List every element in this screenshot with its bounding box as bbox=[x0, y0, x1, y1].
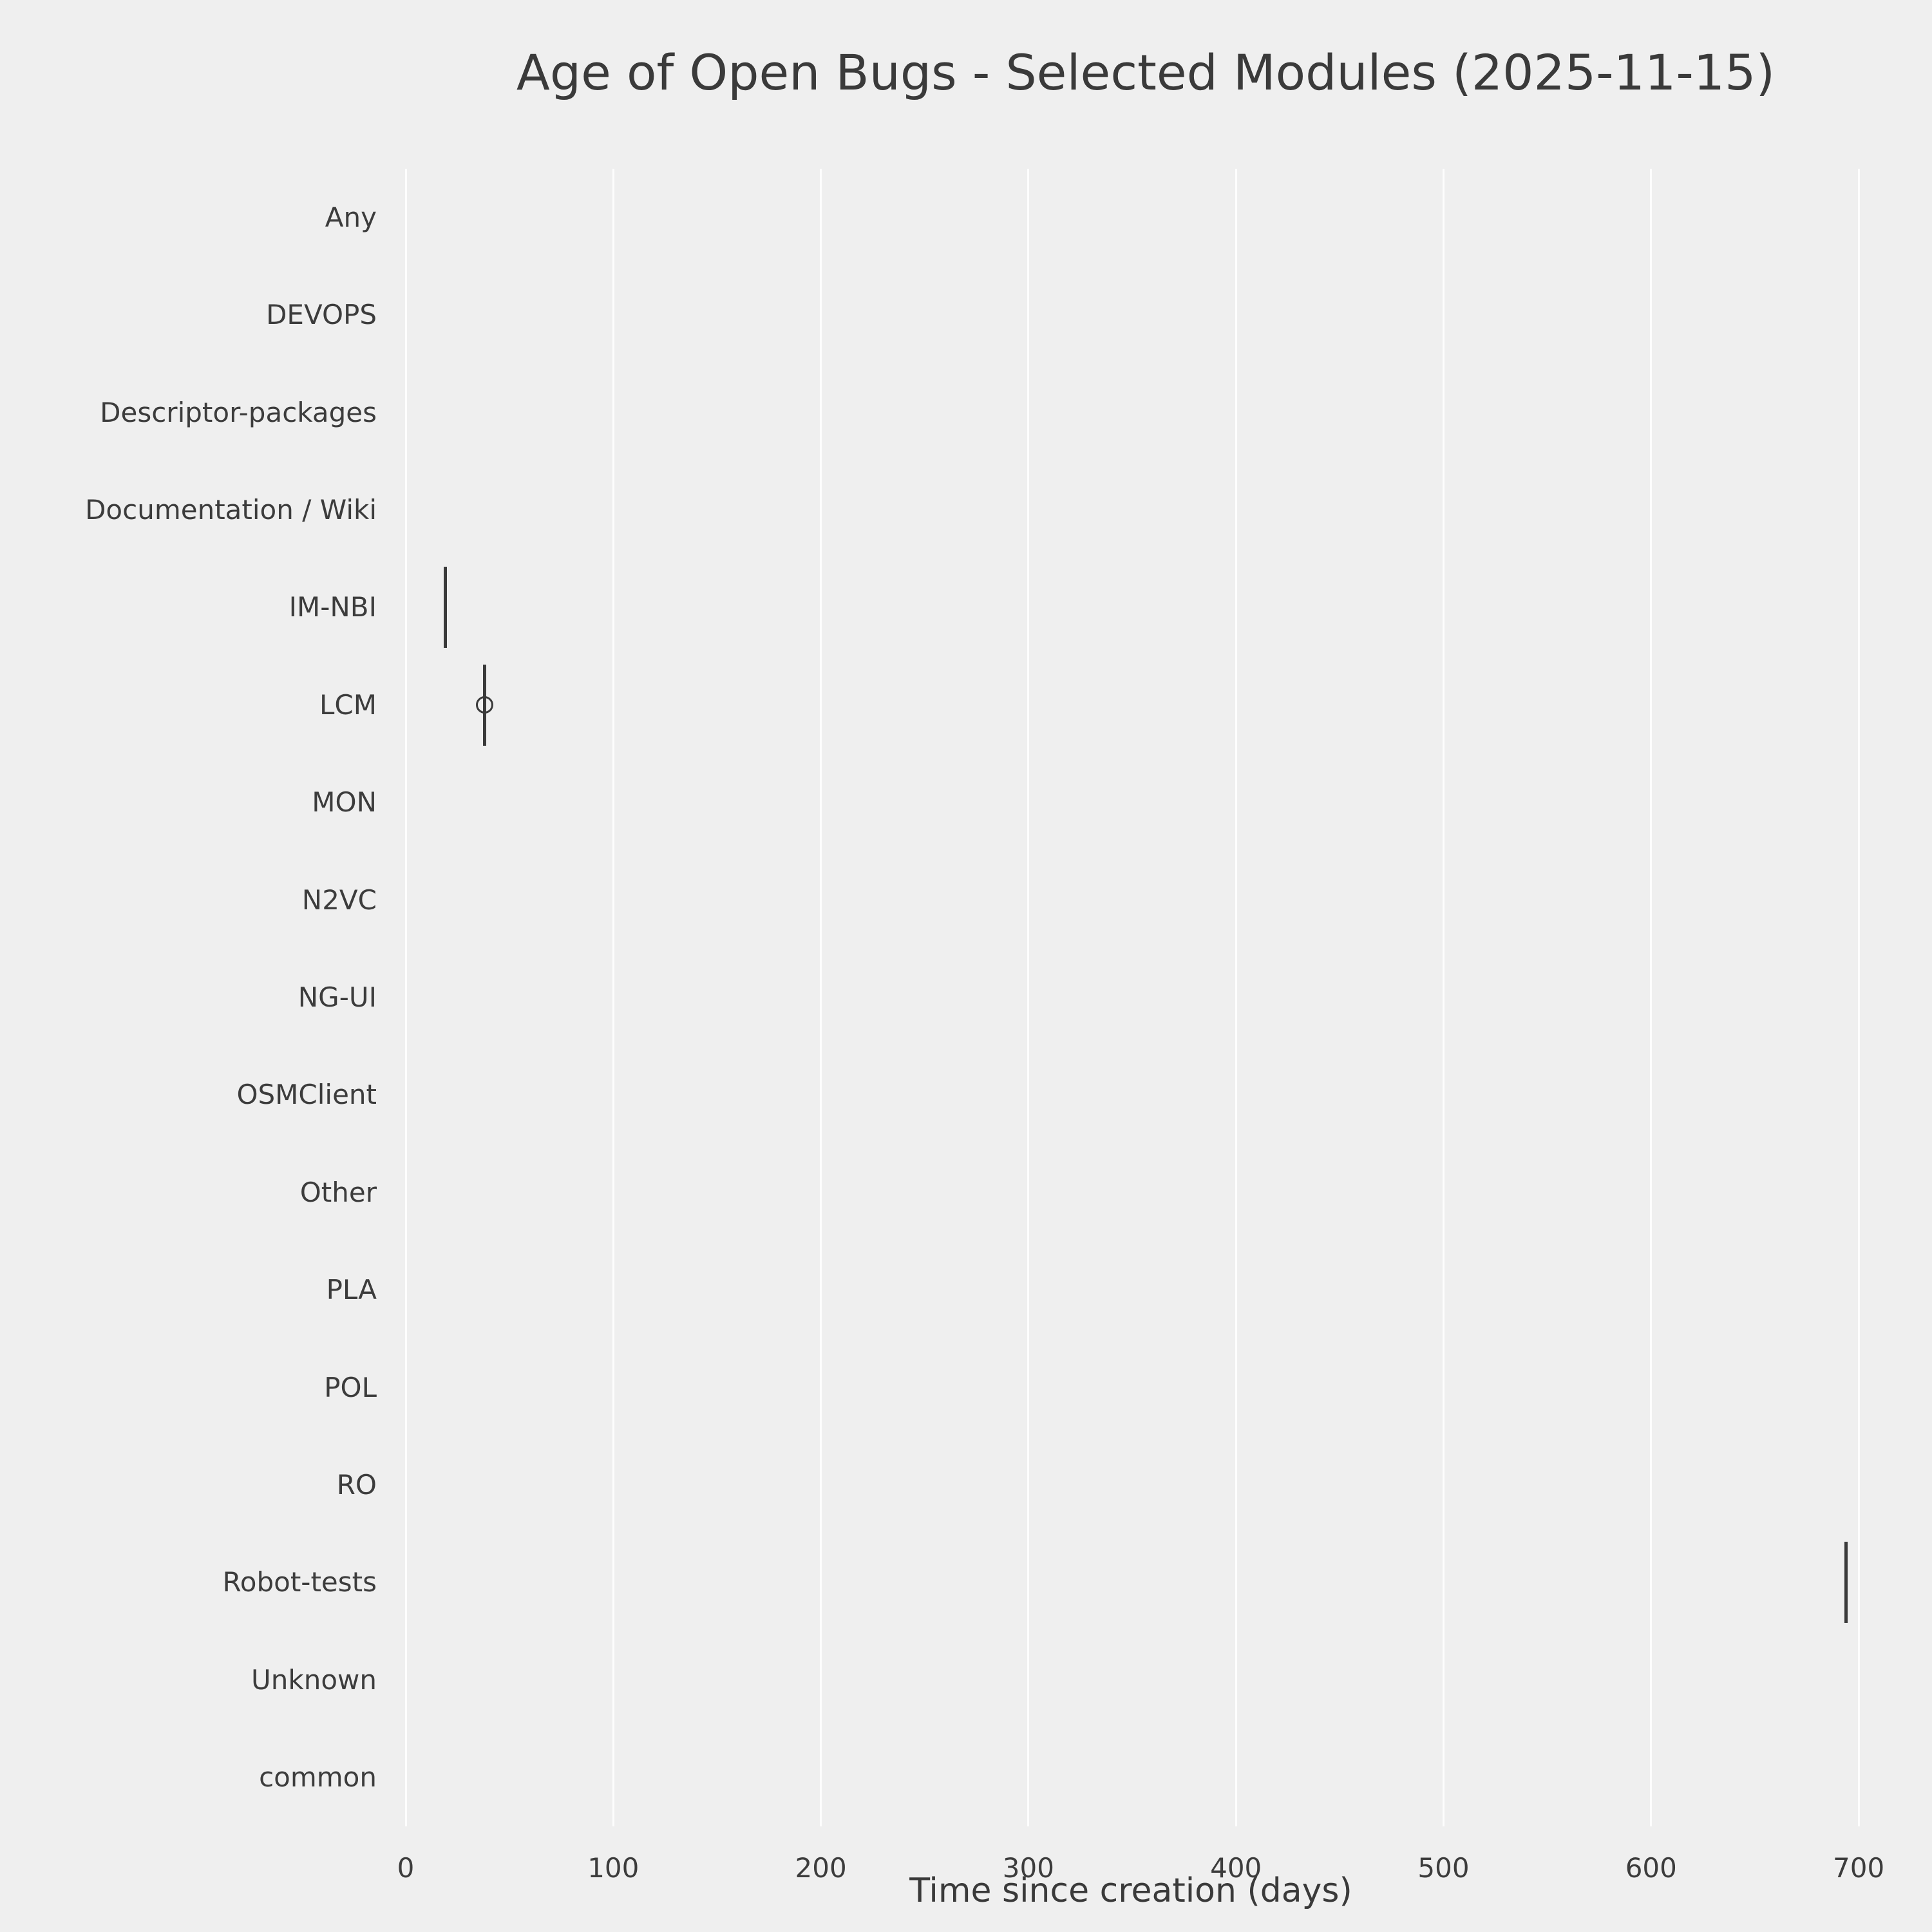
box-mark-IM-NBI bbox=[443, 567, 447, 649]
y-category-label: Other bbox=[299, 1176, 377, 1208]
box-mark-Robot-tests bbox=[1844, 1542, 1848, 1624]
y-category-label: DEVOPS bbox=[266, 299, 377, 331]
chart-title: Age of Open Bugs - Selected Modules (202… bbox=[516, 44, 1776, 101]
y-category-label: POL bbox=[324, 1371, 377, 1403]
y-category-label: IM-NBI bbox=[289, 591, 377, 623]
x-tick-label: 300 bbox=[1002, 1852, 1054, 1884]
x-tick-label: 600 bbox=[1625, 1852, 1677, 1884]
y-category-label: NG-UI bbox=[298, 981, 377, 1013]
y-category-label: Documentation / Wiki bbox=[85, 493, 377, 526]
gridline-x-300 bbox=[1027, 169, 1030, 1826]
y-category-label: OSMClient bbox=[236, 1079, 377, 1111]
y-category-label: Descriptor-packages bbox=[100, 396, 377, 428]
y-category-label: N2VC bbox=[301, 884, 377, 916]
gridline-x-200 bbox=[820, 169, 822, 1826]
gridline-x-0 bbox=[404, 169, 407, 1826]
x-tick-label: 200 bbox=[795, 1852, 847, 1884]
y-category-label: Robot-tests bbox=[222, 1566, 377, 1598]
gridline-x-700 bbox=[1857, 169, 1860, 1826]
x-axis-label: Time since creation (days) bbox=[909, 1871, 1352, 1910]
x-tick-label: 500 bbox=[1417, 1852, 1470, 1884]
y-category-label: Unknown bbox=[251, 1663, 377, 1696]
x-tick-label: 700 bbox=[1833, 1852, 1885, 1884]
x-tick-label: 400 bbox=[1210, 1852, 1262, 1884]
y-category-label: RO bbox=[336, 1469, 377, 1501]
outlier-marker-LCM bbox=[475, 696, 493, 714]
gridline-x-500 bbox=[1443, 169, 1444, 1826]
y-category-label: common bbox=[259, 1761, 377, 1794]
x-tick-label: 100 bbox=[587, 1852, 639, 1884]
y-category-label: Any bbox=[325, 201, 377, 233]
gridline-x-600 bbox=[1650, 169, 1653, 1826]
gridline-x-400 bbox=[1235, 169, 1237, 1826]
gridline-x-100 bbox=[612, 169, 614, 1826]
y-category-label: LCM bbox=[319, 688, 377, 721]
x-tick-label: 0 bbox=[397, 1852, 415, 1884]
y-category-label: MON bbox=[312, 786, 377, 819]
y-category-label: PLA bbox=[326, 1274, 377, 1306]
